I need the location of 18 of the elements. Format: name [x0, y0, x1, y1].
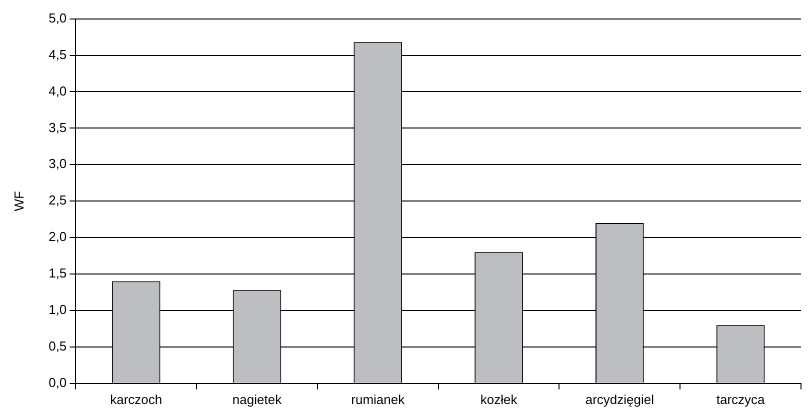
x-tick-label: arcydzięgiel [585, 392, 654, 407]
y-axis-title: WF [11, 190, 26, 212]
y-tick-label: 3,5 [48, 120, 67, 135]
x-tick-label: tarczyca [716, 392, 766, 407]
x-tick-label: nagietek [232, 392, 282, 407]
y-tick-label: 4,0 [48, 83, 67, 98]
y-tick-label: 1,5 [48, 266, 67, 281]
y-tick-label: 3,0 [48, 156, 67, 172]
x-tick-label: kozłek [480, 392, 518, 407]
x-tick-label: rumianek [351, 392, 406, 407]
y-tick-label: 4,5 [48, 46, 67, 62]
y-tick-label: 2,5 [48, 192, 67, 208]
y-tick-label: 1,0 [48, 302, 67, 318]
y-tick-label: 5,0 [48, 10, 67, 26]
y-tick-label: 2,0 [48, 229, 67, 244]
y-tick-label: 0,0 [48, 374, 67, 390]
y-tick-label: 0,5 [48, 338, 67, 354]
x-tick-label: karczoch [110, 392, 162, 407]
